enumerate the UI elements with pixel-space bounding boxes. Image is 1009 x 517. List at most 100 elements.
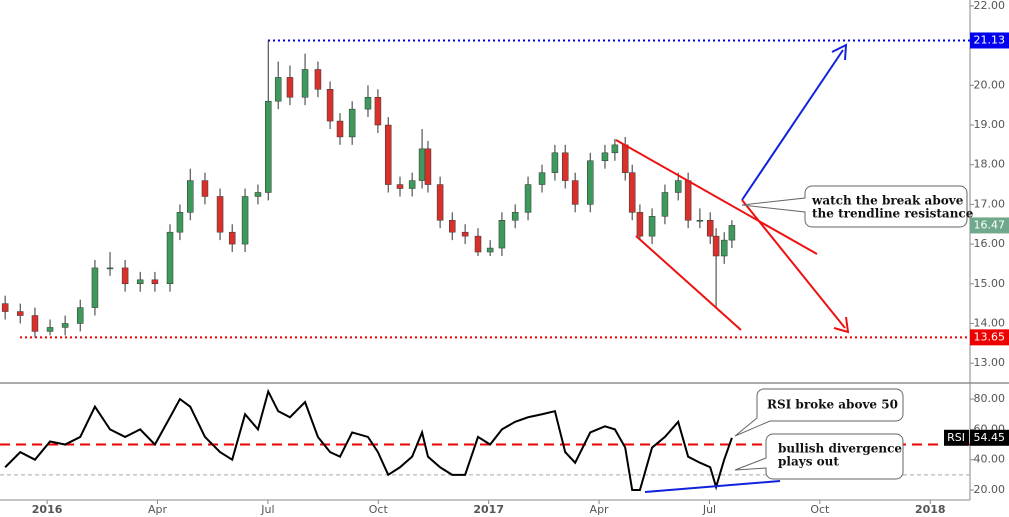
candle-body [661, 192, 669, 217]
candle-body [720, 239, 728, 257]
candle-body [136, 279, 144, 285]
value-badge [970, 429, 1009, 446]
candle-body [265, 100, 272, 193]
candle-body [474, 235, 482, 253]
y-tick-label: 19.00 [974, 118, 1006, 131]
candle-body [314, 69, 322, 90]
candle-body [571, 180, 579, 205]
candle-body [706, 220, 714, 237]
candle-body [524, 184, 532, 213]
candle-body [326, 89, 334, 122]
candle-body [254, 192, 262, 197]
candle-body [384, 124, 392, 185]
callout [734, 388, 904, 437]
candle-body [46, 327, 54, 332]
candle-body [31, 315, 39, 332]
candle-body [684, 180, 692, 221]
candle-body [91, 267, 99, 308]
x-tick-label: 2017 [473, 503, 504, 516]
candle-body [648, 216, 656, 237]
callout [734, 433, 904, 480]
candle-body [712, 235, 720, 257]
candle-body [166, 231, 174, 285]
candle-body [241, 196, 249, 245]
candle-body [408, 180, 416, 189]
arrow-head [831, 43, 848, 61]
x-tick-label: Oct [369, 503, 389, 516]
rsi-line [4, 388, 733, 491]
y-tick-label: 13.00 [974, 356, 1006, 369]
y-tick-label: 20.00 [974, 483, 1006, 496]
candle-body [186, 180, 194, 213]
value-label: 54.45 [974, 431, 1006, 444]
series-badge [944, 429, 969, 446]
level-label: 21.13 [974, 33, 1006, 46]
arrow [741, 49, 844, 201]
y-tick-label: 17.00 [974, 197, 1006, 210]
candle-body [301, 69, 309, 98]
candle-body [636, 212, 644, 237]
annotation: plays out [778, 455, 839, 469]
x-tick-label: 2016 [32, 503, 63, 516]
candle-body [336, 120, 344, 138]
candle-body [228, 231, 236, 245]
candle-body [498, 220, 506, 249]
candle-body [216, 196, 224, 233]
y-tick-label: 80.00 [974, 392, 1006, 405]
x-tick-label: Apr [148, 503, 168, 516]
level-label: 13.65 [974, 330, 1006, 343]
candle-body [551, 152, 559, 173]
level-badge [970, 329, 1009, 346]
candle-body [176, 212, 184, 233]
candle-body [561, 152, 569, 181]
candle-body [76, 307, 84, 324]
candle-body [1, 303, 9, 312]
candle-body [121, 267, 129, 285]
candle-body [424, 148, 432, 185]
trendline [635, 235, 742, 331]
candle-body [486, 247, 494, 253]
y-tick-label: 16.00 [974, 237, 1006, 250]
candle-body [286, 77, 294, 98]
drawings [615, 43, 968, 493]
candle-body [611, 144, 619, 154]
y-tick-label: 18.00 [974, 158, 1006, 171]
y-tick-label: 14.00 [974, 316, 1006, 329]
last-price-badge [970, 217, 1009, 234]
x-tick-label: Jul [260, 503, 274, 516]
candle-body [396, 184, 404, 189]
candle-body [511, 212, 519, 221]
candle-body [621, 144, 629, 173]
candle-body [674, 180, 682, 193]
arrow-head [833, 316, 850, 334]
candle-body [201, 180, 209, 197]
annotation: RSI broke above 50 [767, 398, 898, 412]
candle-body [538, 172, 546, 185]
y-tick-label: 15.00 [974, 277, 1006, 290]
candle-body [364, 96, 372, 110]
candle-body [274, 77, 282, 102]
x-tick-label: 2018 [915, 503, 946, 516]
candle-body [106, 267, 114, 270]
arrow [741, 199, 846, 329]
x-tick-label: Jul [702, 503, 716, 516]
candle-body [418, 148, 426, 181]
candle-body [628, 172, 636, 213]
candle-body [348, 108, 356, 138]
candle-body [436, 184, 444, 221]
divergence-line [644, 480, 781, 493]
legend-label: RSI [947, 431, 965, 444]
candle-body [461, 231, 469, 237]
candle-body [586, 160, 594, 205]
candle-body [728, 225, 736, 241]
annotation: the trendline resistance [812, 207, 974, 221]
candle-body [16, 311, 24, 316]
candle-body [374, 96, 382, 126]
y-tick-label: 40.00 [974, 453, 1006, 466]
annotation: watch the break above [811, 194, 964, 208]
candle-body [696, 220, 704, 222]
candle-body [601, 152, 609, 161]
x-tick-label: Apr [590, 503, 610, 516]
callout [741, 185, 968, 228]
